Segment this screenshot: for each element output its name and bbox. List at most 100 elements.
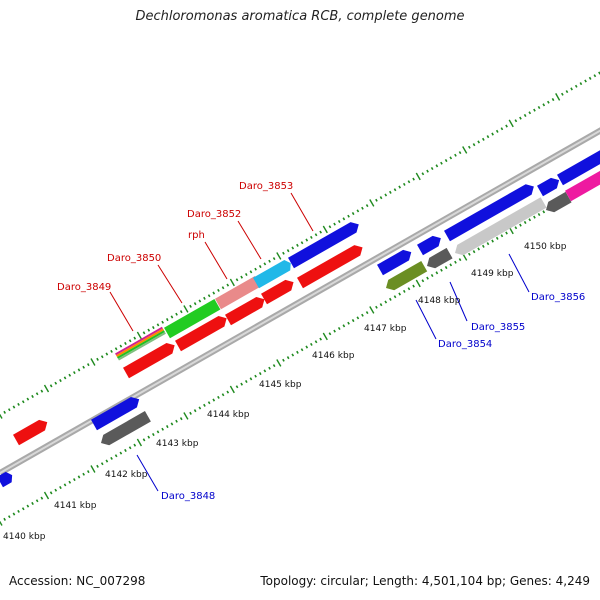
minor-tick — [449, 263, 453, 267]
gene-feature-red-1[interactable] — [123, 340, 178, 379]
minor-tick — [63, 483, 67, 487]
minor-tick — [249, 377, 253, 381]
minor-tick — [59, 486, 62, 490]
gene-feature-red-3[interactable] — [225, 294, 267, 326]
major-tick — [183, 412, 189, 420]
minor-tick — [77, 368, 81, 372]
minor-tick — [505, 231, 508, 235]
minor-tick — [110, 456, 113, 460]
kbp-label: 4148 kbp — [418, 296, 461, 306]
minor-tick — [105, 459, 109, 463]
minor-tick — [212, 398, 216, 402]
gene-feature-daro-3848-blue[interactable] — [91, 394, 142, 431]
gene-label-daro-3850[interactable]: Daro_3850 — [107, 253, 161, 264]
gene-label-daro-3852[interactable]: Daro_3852 — [187, 209, 241, 220]
minor-tick — [249, 270, 253, 274]
minor-tick — [152, 433, 155, 437]
minor-tick — [314, 340, 318, 344]
minor-tick — [319, 230, 322, 234]
gene-feature-daro-3852[interactable] — [253, 258, 294, 289]
gene-feature-grey-e[interactable] — [543, 191, 572, 215]
gene-feature-red-small[interactable] — [13, 417, 50, 446]
gene-feature-red-5[interactable] — [297, 242, 365, 289]
minor-tick — [426, 169, 429, 173]
gene-feature-blue-d[interactable] — [537, 175, 562, 197]
minor-tick — [31, 501, 34, 505]
gene-feature-grey-3855[interactable] — [424, 247, 453, 271]
minor-tick — [523, 220, 527, 224]
minor-tick — [435, 164, 439, 168]
gene-label-daro-3854[interactable]: Daro_3854 — [438, 339, 492, 350]
gene-feature-rph[interactable] — [215, 275, 261, 310]
minor-tick — [161, 320, 164, 324]
minor-tick — [505, 124, 508, 128]
minor-tick — [519, 116, 522, 120]
gene-feature-red-2[interactable] — [175, 313, 230, 352]
gene-label-rph[interactable]: rph — [188, 230, 205, 241]
minor-tick — [244, 380, 248, 383]
minor-tick — [3, 410, 6, 414]
minor-tick — [398, 292, 401, 296]
gene-label-daro-3853[interactable]: Daro_3853 — [239, 181, 293, 192]
minor-tick — [110, 349, 113, 353]
minor-tick — [258, 372, 262, 376]
minor-tick — [421, 279, 425, 283]
minor-tick — [342, 217, 346, 221]
minor-tick — [189, 304, 192, 308]
gene-label-daro-3849[interactable]: Daro_3849 — [57, 282, 111, 293]
minor-tick — [170, 422, 174, 426]
minor-tick — [454, 153, 457, 157]
gene-feature-daro-3853[interactable] — [288, 219, 362, 269]
gene-feature-blue-b[interactable] — [417, 233, 444, 256]
accession-text: Accession: NC_007298 — [9, 574, 146, 588]
gene-feature-daro-3850[interactable] — [164, 299, 221, 339]
minor-tick — [389, 190, 392, 194]
gene-feature-olive-3854[interactable] — [383, 260, 428, 293]
minor-tick — [514, 119, 518, 123]
minor-tick — [356, 209, 360, 213]
gene-feature-blue-edge[interactable] — [0, 470, 15, 488]
gene-feature-red-4[interactable] — [261, 277, 296, 305]
minor-tick — [347, 214, 350, 218]
minor-tick — [263, 369, 267, 373]
major-tick — [322, 225, 328, 234]
kbp-label: 4145 kbp — [259, 380, 302, 390]
minor-tick — [133, 443, 137, 447]
gene-feature-blue-f[interactable] — [557, 145, 600, 186]
major-tick — [0, 520, 3, 526]
genome-backbone — [0, 113, 600, 476]
gene-label-daro-3855[interactable]: Daro_3855 — [471, 322, 525, 333]
minor-tick — [430, 273, 434, 278]
minor-tick — [375, 305, 378, 309]
minor-tick — [244, 273, 248, 276]
minor-tick — [161, 427, 164, 431]
minor-tick — [365, 311, 369, 315]
gene-feature-lightgrey-3856[interactable] — [452, 197, 547, 258]
gene-feature-blue-c[interactable] — [444, 181, 537, 242]
minor-tick — [86, 363, 90, 367]
minor-tick — [286, 356, 290, 360]
minor-tick — [193, 409, 197, 413]
minor-tick — [105, 352, 109, 356]
minor-tick — [114, 454, 118, 458]
gene-label-daro-3848[interactable]: Daro_3848 — [161, 491, 215, 502]
kbp-labels: 4140 kbp 4141 kbp 4142 kbp 4143 kbp 4144… — [3, 242, 567, 542]
major-tick — [276, 252, 282, 260]
minor-tick — [217, 288, 220, 292]
minor-tick — [21, 507, 25, 511]
gene-feature-daro-3849[interactable] — [115, 326, 166, 361]
minor-tick — [379, 303, 383, 307]
minor-tick — [82, 472, 85, 476]
minor-tick — [384, 300, 388, 304]
gene-feature-magenta-g[interactable] — [565, 166, 600, 202]
minor-tick — [49, 384, 53, 388]
minor-tick — [574, 84, 578, 88]
minor-tick — [282, 358, 285, 362]
gene-feature-blue-a[interactable] — [377, 247, 414, 276]
minor-tick — [31, 394, 34, 398]
gene-feature-daro-3848-grey[interactable] — [98, 411, 151, 448]
minor-tick — [235, 278, 239, 282]
minor-tick — [514, 226, 518, 230]
gene-label-daro-3856[interactable]: Daro_3856 — [531, 292, 585, 303]
